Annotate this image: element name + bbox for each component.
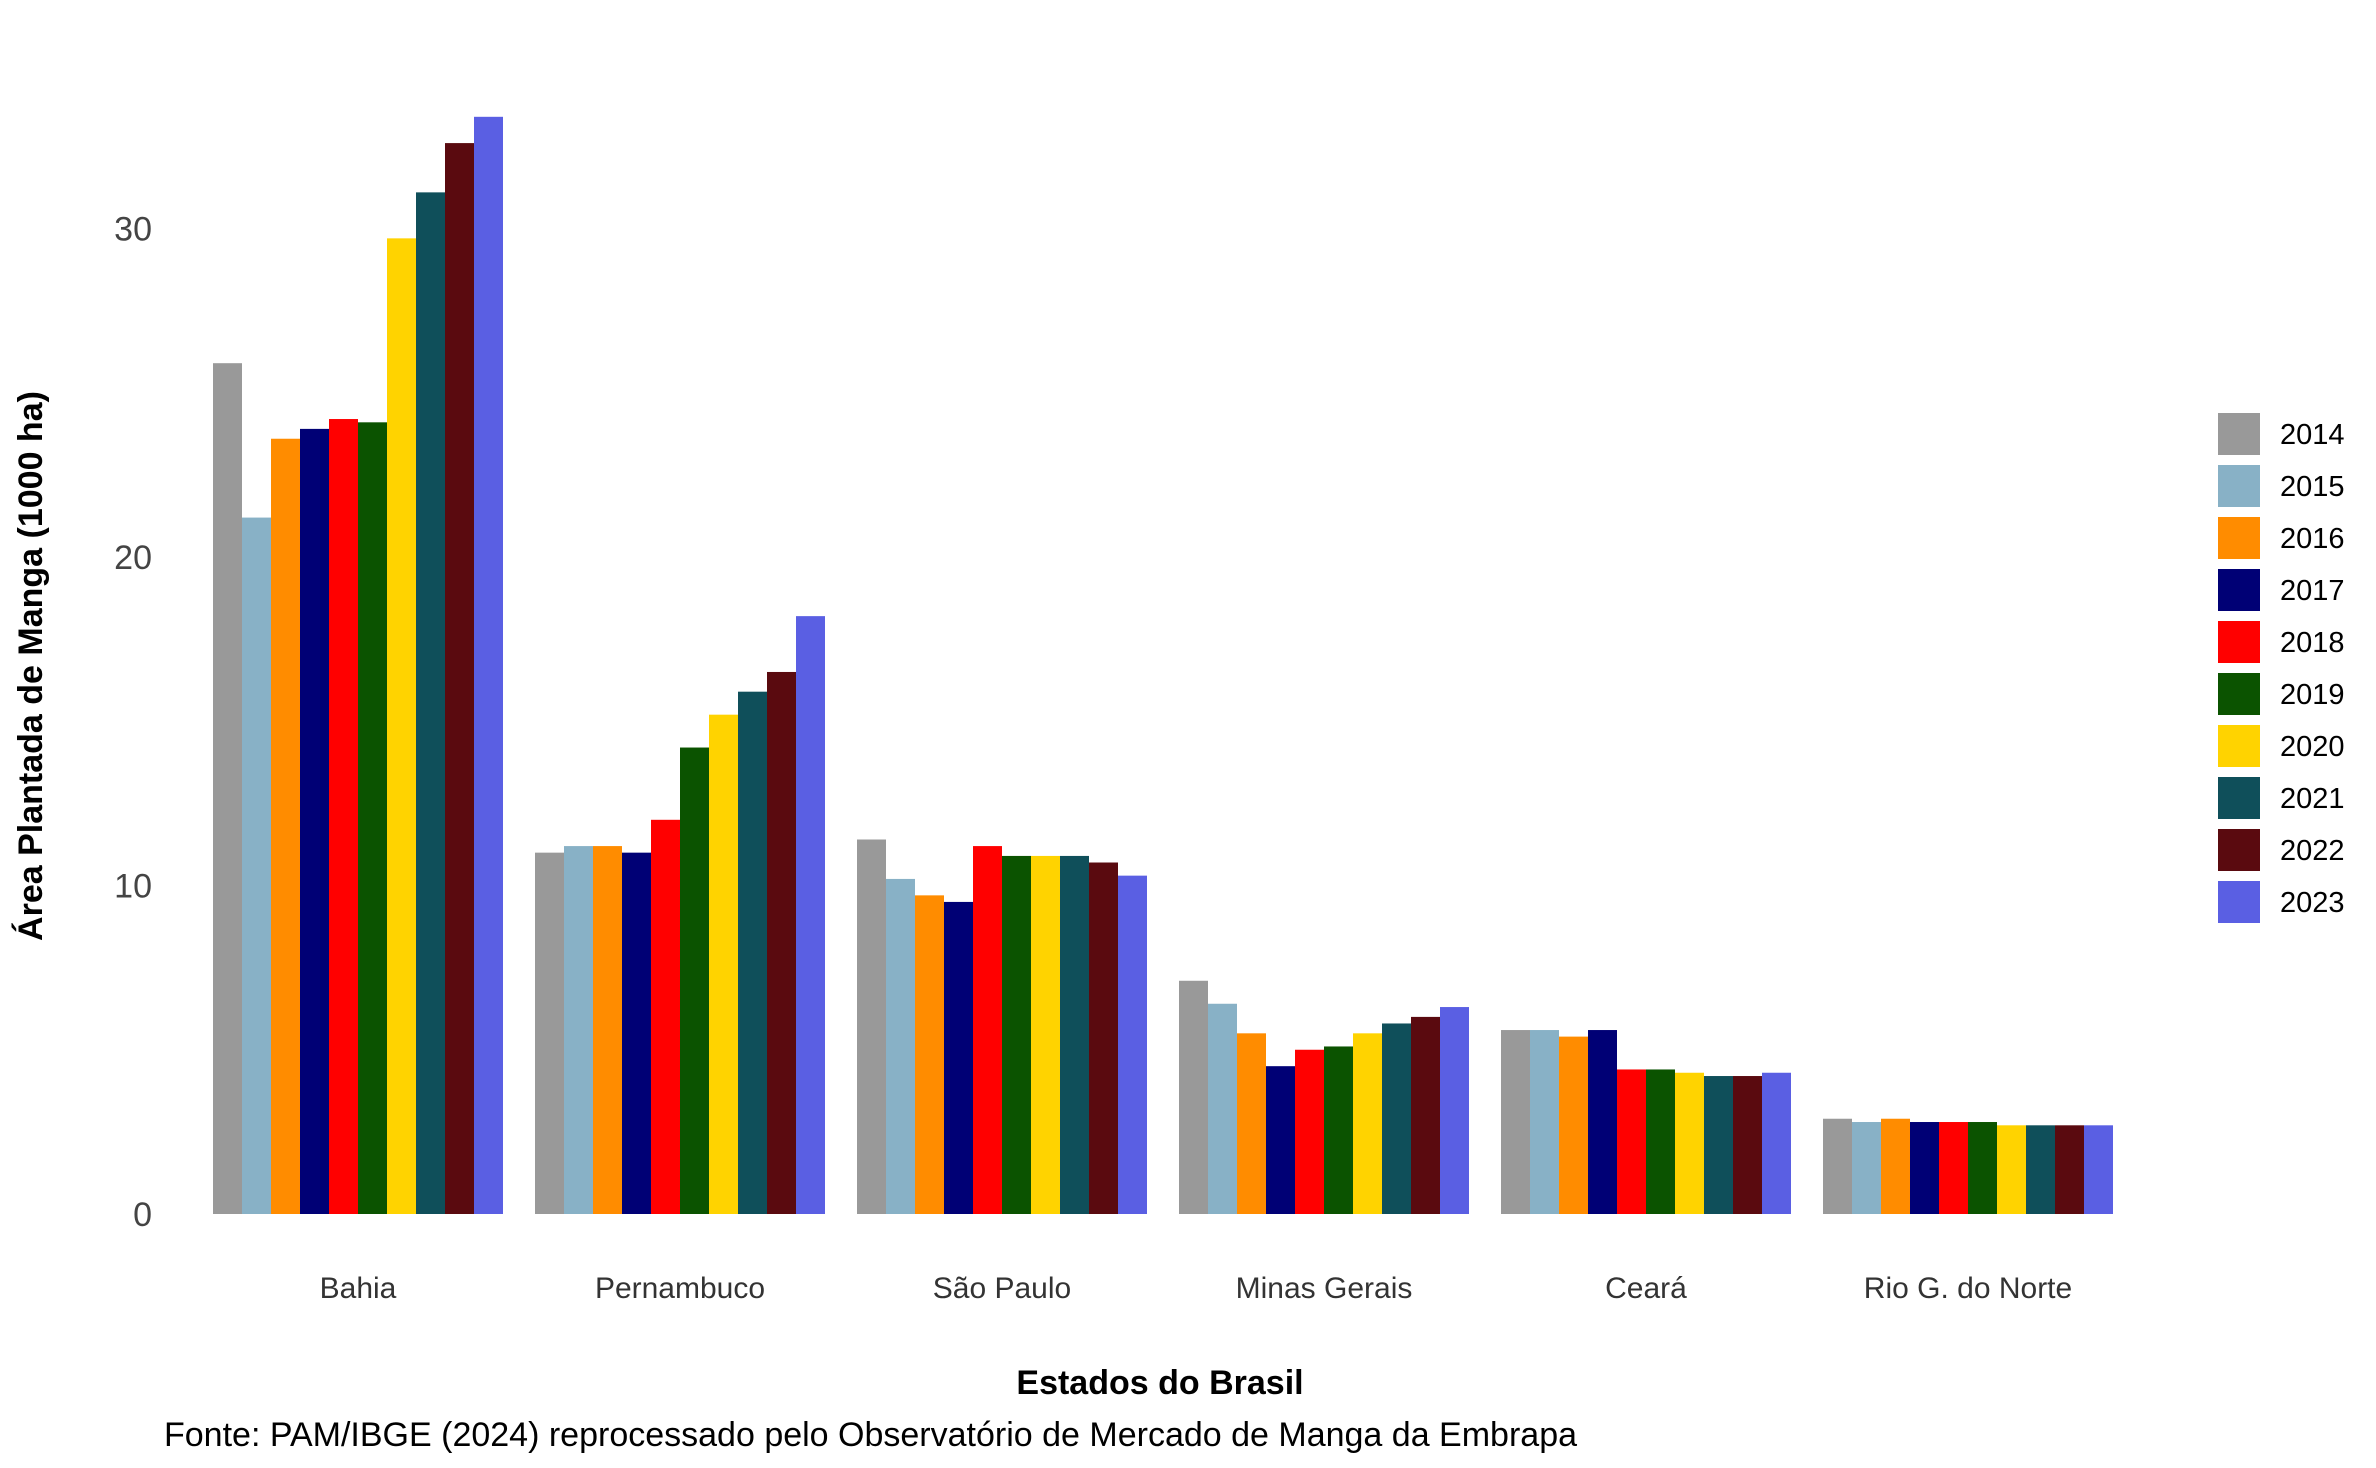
bar-2020-cear- bbox=[1675, 1072, 1704, 1214]
bar-2022-cear- bbox=[1733, 1076, 1762, 1214]
bar-2015-cear- bbox=[1530, 1030, 1559, 1214]
bar-2021-s-o-paulo bbox=[1060, 855, 1089, 1214]
legend-swatch-2022 bbox=[2218, 829, 2260, 871]
bar-2022-minas-gerais bbox=[1411, 1016, 1440, 1214]
bar-2014-bahia bbox=[213, 363, 242, 1214]
bar-2018-pernambuco bbox=[651, 819, 680, 1214]
bar-2020-rio-g-do-norte bbox=[1997, 1125, 2026, 1214]
bar-2014-cear- bbox=[1501, 1030, 1530, 1214]
x-tick-label: São Paulo bbox=[933, 1272, 1071, 1305]
bar-2020-pernambuco bbox=[709, 714, 738, 1214]
bar-2014-minas-gerais bbox=[1179, 980, 1208, 1214]
bar-2018-rio-g-do-norte bbox=[1939, 1122, 1968, 1214]
legend-label-2017: 2017 bbox=[2280, 575, 2345, 607]
bar-2019-s-o-paulo bbox=[1002, 855, 1031, 1214]
bar-2023-s-o-paulo bbox=[1118, 875, 1147, 1214]
y-axis-title: Área Plantada de Manga (1000 ha) bbox=[12, 391, 50, 941]
bar-2018-s-o-paulo bbox=[973, 846, 1002, 1214]
bar-2021-bahia bbox=[416, 192, 445, 1215]
bar-2017-pernambuco bbox=[622, 852, 651, 1214]
y-tick-label: 20 bbox=[114, 539, 152, 577]
legend-label-2021: 2021 bbox=[2280, 783, 2345, 815]
bar-2016-s-o-paulo bbox=[915, 895, 944, 1214]
y-tick-label: 30 bbox=[114, 211, 152, 249]
legend-swatch-2016 bbox=[2218, 517, 2260, 559]
legend-label-2019: 2019 bbox=[2280, 679, 2345, 711]
bar-2020-minas-gerais bbox=[1353, 1033, 1382, 1214]
bar-2016-bahia bbox=[271, 438, 300, 1214]
x-tick-label: Bahia bbox=[320, 1272, 397, 1305]
x-tick-label: Minas Gerais bbox=[1236, 1272, 1413, 1305]
legend-swatch-2019 bbox=[2218, 673, 2260, 715]
legend-swatch-2020 bbox=[2218, 725, 2260, 767]
bar-2018-minas-gerais bbox=[1295, 1049, 1324, 1214]
bar-2023-rio-g-do-norte bbox=[2084, 1125, 2113, 1214]
legend-label-2015: 2015 bbox=[2280, 471, 2345, 503]
legend-swatch-2017 bbox=[2218, 569, 2260, 611]
x-tick-label: Rio G. do Norte bbox=[1864, 1272, 2072, 1305]
legend-swatch-2021 bbox=[2218, 777, 2260, 819]
bar-2016-pernambuco bbox=[593, 846, 622, 1214]
bar-2023-cear- bbox=[1762, 1072, 1791, 1214]
bar-2017-minas-gerais bbox=[1266, 1066, 1295, 1214]
x-tick-label: Pernambuco bbox=[595, 1272, 765, 1305]
bar-2021-pernambuco bbox=[738, 691, 767, 1214]
bar-2015-minas-gerais bbox=[1208, 1003, 1237, 1214]
bars bbox=[213, 116, 2113, 1215]
bar-2017-bahia bbox=[300, 428, 329, 1214]
legend-swatch-2015 bbox=[2218, 465, 2260, 507]
bar-2022-rio-g-do-norte bbox=[2055, 1125, 2084, 1214]
bar-2020-bahia bbox=[387, 238, 416, 1215]
legend: 2014 2015 2016 2017 2018 2019 2020 2021 2022 2023 bbox=[2218, 413, 2345, 923]
legend-label-2022: 2022 bbox=[2280, 835, 2345, 867]
bar-2014-rio-g-do-norte bbox=[1823, 1118, 1852, 1214]
bar-2016-minas-gerais bbox=[1237, 1033, 1266, 1214]
bar-2017-s-o-paulo bbox=[944, 901, 973, 1214]
bar-2023-bahia bbox=[474, 116, 503, 1214]
y-tick-label: 0 bbox=[133, 1196, 152, 1234]
bar-2019-rio-g-do-norte bbox=[1968, 1122, 1997, 1214]
legend-swatch-2023 bbox=[2218, 881, 2260, 923]
bar-2014-s-o-paulo bbox=[857, 839, 886, 1214]
legend-swatch-2014 bbox=[2218, 413, 2260, 455]
x-axis-title: Estados do Brasil bbox=[1016, 1364, 1303, 1402]
bar-2015-s-o-paulo bbox=[886, 878, 915, 1214]
bar-2015-pernambuco bbox=[564, 846, 593, 1214]
legend-label-2023: 2023 bbox=[2280, 887, 2345, 919]
bar-2023-minas-gerais bbox=[1440, 1007, 1469, 1214]
bar-2015-rio-g-do-norte bbox=[1852, 1122, 1881, 1214]
bar-2021-cear- bbox=[1704, 1076, 1733, 1214]
bar-2022-bahia bbox=[445, 143, 474, 1215]
legend-swatch-2018 bbox=[2218, 621, 2260, 663]
source-caption: Fonte: PAM/IBGE (2024) reprocessado pelo… bbox=[164, 1416, 1577, 1454]
x-tick-label: Ceará bbox=[1605, 1272, 1687, 1305]
bar-2018-cear- bbox=[1617, 1069, 1646, 1214]
bar-2019-minas-gerais bbox=[1324, 1046, 1353, 1214]
bar-2017-rio-g-do-norte bbox=[1910, 1122, 1939, 1214]
bar-2020-s-o-paulo bbox=[1031, 855, 1060, 1214]
bar-2019-cear- bbox=[1646, 1069, 1675, 1214]
bar-2016-cear- bbox=[1559, 1036, 1588, 1214]
bar-2022-s-o-paulo bbox=[1089, 862, 1118, 1214]
legend-label-2014: 2014 bbox=[2280, 419, 2345, 451]
bar-2023-pernambuco bbox=[796, 616, 825, 1214]
legend-label-2018: 2018 bbox=[2280, 627, 2345, 659]
bar-2019-pernambuco bbox=[680, 747, 709, 1214]
bar-2014-pernambuco bbox=[535, 852, 564, 1214]
bar-2022-pernambuco bbox=[767, 671, 796, 1214]
x-axis-ticks: Bahia Pernambuco São Paulo Minas Gerais Cear… bbox=[320, 1272, 2073, 1305]
bar-2017-cear- bbox=[1588, 1030, 1617, 1214]
bar-2019-bahia bbox=[358, 422, 387, 1214]
bar-2021-rio-g-do-norte bbox=[2026, 1125, 2055, 1214]
bar-2015-bahia bbox=[242, 517, 271, 1214]
y-axis-ticks: 0 10 20 30 bbox=[114, 211, 152, 1235]
bar-2018-bahia bbox=[329, 419, 358, 1214]
y-tick-label: 10 bbox=[114, 868, 152, 906]
bar-2021-minas-gerais bbox=[1382, 1023, 1411, 1214]
legend-label-2016: 2016 bbox=[2280, 523, 2345, 555]
legend-label-2020: 2020 bbox=[2280, 731, 2345, 763]
bar-2016-rio-g-do-norte bbox=[1881, 1118, 1910, 1214]
